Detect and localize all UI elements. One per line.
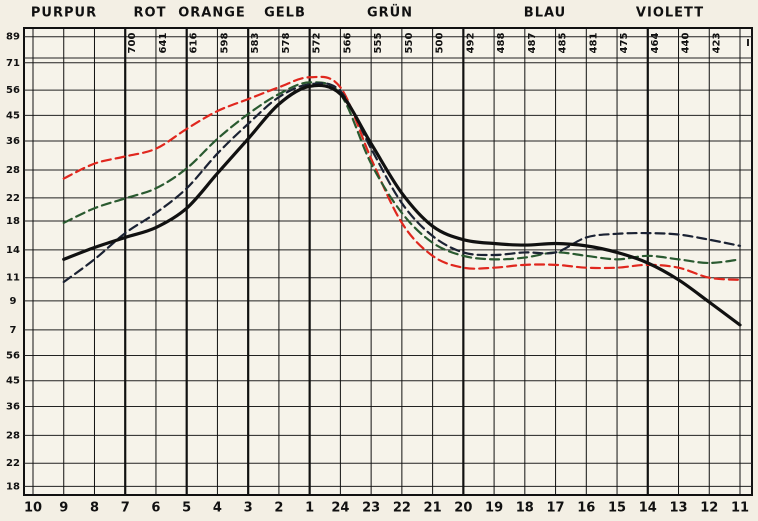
y-tick-label: 45 <box>6 110 20 121</box>
x-tick-label: 17 <box>547 501 565 516</box>
wavelength-label: 550 <box>404 33 415 54</box>
color-name: ROT <box>134 6 167 21</box>
x-tick-label: 8 <box>90 501 99 516</box>
x-tick-label: 16 <box>577 501 595 516</box>
x-tick-label: 14 <box>639 501 657 516</box>
y-tick-label: 45 <box>6 376 20 387</box>
y-tick-label: 36 <box>6 401 20 412</box>
x-tick-label: 9 <box>59 501 68 516</box>
color-name: GELB <box>264 6 306 21</box>
x-tick-label: 20 <box>454 501 472 516</box>
y-tick-label: 22 <box>6 193 20 204</box>
x-tick-label: 1 <box>305 501 314 516</box>
wavelength-label: 598 <box>219 33 230 54</box>
series-line <box>62 82 742 284</box>
x-tick-label: 11 <box>731 501 749 516</box>
x-tick-label: 15 <box>608 501 626 516</box>
y-tick-label: 71 <box>6 58 20 69</box>
wavelength-label: 616 <box>189 33 200 54</box>
y-tick-label: 7 <box>10 325 17 336</box>
y-tick-label: 28 <box>6 165 20 176</box>
x-tick-label: 21 <box>424 501 442 516</box>
y-tick-label: 56 <box>6 85 20 96</box>
x-tick-label: 22 <box>393 501 411 516</box>
x-tick-label: 13 <box>669 501 687 516</box>
wavelength-label: 440 <box>681 33 692 54</box>
x-tick-label: 5 <box>182 501 191 516</box>
wavelength-label: I <box>746 38 750 49</box>
color-name: BLAU <box>524 6 566 21</box>
x-tick-label: 12 <box>700 501 718 516</box>
y-tick-label: 11 <box>6 273 20 284</box>
wavelength-label: 572 <box>312 33 323 54</box>
series-line <box>62 75 742 281</box>
x-tick-label: 24 <box>331 501 349 516</box>
wavelength-label: 487 <box>527 33 538 54</box>
color-name: ORANGE <box>178 6 246 21</box>
x-tick-label: 2 <box>274 501 283 516</box>
x-tick-label: 7 <box>121 501 130 516</box>
y-tick-label: 89 <box>6 32 20 43</box>
x-tick-label: 3 <box>244 501 253 516</box>
wavelength-label: 423 <box>711 33 722 54</box>
y-tick-label: 36 <box>6 136 20 147</box>
y-tick-label: 18 <box>6 216 20 227</box>
x-tick-label: 6 <box>151 501 160 516</box>
y-tick-label: 28 <box>6 430 20 441</box>
series-line <box>62 81 742 265</box>
wavelength-label: 475 <box>619 33 630 54</box>
wavelength-label: 700 <box>127 33 138 54</box>
y-tick-label: 18 <box>6 481 20 492</box>
x-tick-label: 19 <box>485 501 503 516</box>
wavelength-label: 488 <box>496 33 507 54</box>
y-tick-label: 56 <box>6 351 20 362</box>
wavelength-label: 464 <box>650 33 661 54</box>
wavelength-label: 583 <box>250 33 261 54</box>
color-name: VIOLETT <box>636 6 704 21</box>
wavelength-label: 485 <box>558 33 569 54</box>
series-line <box>62 83 742 327</box>
color-name: PURPUR <box>31 6 97 21</box>
wavelength-label: 500 <box>435 33 446 54</box>
wavelength-label: 566 <box>342 33 353 54</box>
x-tick-label: 23 <box>362 501 380 516</box>
plot-frame <box>23 27 753 496</box>
wavelength-label: 641 <box>158 33 169 54</box>
y-tick-label: 14 <box>6 245 20 256</box>
wavelength-label: 578 <box>281 33 292 54</box>
wavelength-label: 481 <box>588 33 599 54</box>
wavelength-label: 555 <box>373 33 384 54</box>
wavelength-label: 492 <box>465 33 476 54</box>
y-tick-label: 9 <box>10 296 17 307</box>
y-tick-label: 22 <box>6 458 20 469</box>
x-tick-label: 10 <box>24 501 42 516</box>
x-tick-label: 4 <box>213 501 222 516</box>
color-name: GRÜN <box>367 5 413 21</box>
x-tick-label: 18 <box>516 501 534 516</box>
